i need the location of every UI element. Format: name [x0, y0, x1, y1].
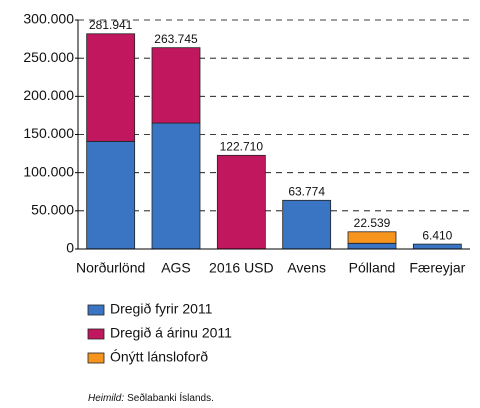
bar-segment — [151, 122, 201, 250]
bar-segment — [412, 243, 462, 250]
x-tick-label: 2016 USD — [209, 260, 274, 276]
y-tick-label: 0 — [66, 240, 74, 256]
x-tick-label: AGS — [161, 260, 191, 276]
legend-label: Dregið á árinu 2011 — [110, 325, 232, 341]
bar-segment — [282, 199, 332, 250]
legend-swatch — [87, 328, 105, 340]
x-tick-label: Færeyjar — [409, 260, 465, 276]
y-tick-label: 150.000 — [23, 125, 74, 141]
bar-segment — [347, 231, 397, 244]
total-label: 281.941 — [89, 18, 133, 32]
y-tick-label: 200.000 — [23, 87, 74, 103]
total-label: 122.710 — [220, 140, 264, 154]
x-tick-label: Pólland — [349, 260, 396, 276]
total-label: 263.745 — [154, 32, 198, 46]
x-tick-label: Norðurlönd — [76, 260, 145, 276]
source: Heimild: Seðlabanki Íslands. — [88, 391, 214, 404]
legend-swatch — [87, 304, 105, 316]
bar-segment — [216, 154, 266, 250]
y-tick-label: 100.000 — [23, 163, 74, 179]
bar-segment — [151, 47, 201, 124]
bar-segment — [86, 140, 136, 250]
x-tick-label: Avens — [287, 260, 326, 276]
bar-segment — [347, 242, 397, 250]
total-label: 63.774 — [288, 184, 325, 198]
source-label: Heimild: — [88, 393, 124, 404]
total-label: 6.410 — [422, 228, 452, 242]
y-tick-label: 50.000 — [31, 202, 74, 218]
legend-label: Dregið fyrir 2011 — [110, 301, 213, 317]
y-tick-label: 300.000 — [23, 11, 74, 27]
source-text: Seðlabanki Íslands. — [127, 391, 214, 404]
total-label: 22.539 — [354, 216, 391, 230]
legend-label: Ónýtt lánsloforð — [110, 349, 208, 365]
bar-segment — [86, 33, 136, 142]
y-tick-label: 250.000 — [23, 49, 74, 65]
legend-swatch — [87, 352, 105, 364]
